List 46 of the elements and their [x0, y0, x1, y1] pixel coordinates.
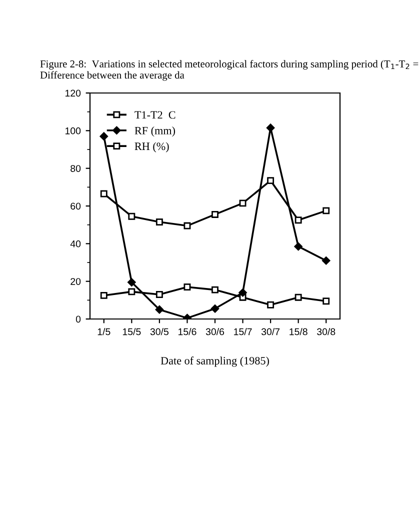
point [322, 256, 330, 265]
y-tick-label: 60 [70, 202, 81, 210]
y-tick-label: 100 [65, 127, 81, 134]
x-tick-label: 30/6 [206, 328, 224, 336]
point [294, 242, 302, 251]
x-tick-label: 1/5 [98, 328, 110, 336]
point [212, 211, 218, 218]
point [212, 286, 218, 294]
point [184, 284, 191, 290]
point [128, 278, 136, 286]
legend-label: T1-T2 C [134, 111, 176, 119]
point [100, 132, 108, 140]
x-tick-label: 15/5 [122, 328, 141, 336]
x-tick-label: 30/8 [317, 328, 336, 336]
y-tick-label: 40 [70, 240, 81, 248]
x-tick-label: 30/5 [150, 328, 168, 336]
point [266, 124, 275, 132]
point [294, 294, 302, 301]
point [322, 207, 330, 214]
text: Figure 2-8: Variations in selected meteorological factors during sampling period (T$_{1}$-T$_{2}$ = Difference between the average da [40, 60, 418, 81]
point [128, 288, 136, 296]
point [239, 200, 246, 207]
point [294, 216, 302, 224]
x-tick-label: 30/7 [261, 328, 280, 336]
point [155, 305, 164, 314]
x-axis-title: Date of sampling (1985) [160, 356, 269, 367]
y-tick-label: 80 [70, 165, 81, 172]
y-tick-label: 0 [76, 316, 81, 323]
point [156, 218, 163, 226]
point [267, 301, 274, 308]
x-tick-label: 15/6 [178, 328, 196, 336]
y-tick-label: 20 [70, 278, 81, 285]
point [156, 291, 163, 298]
point [322, 298, 330, 305]
point [267, 177, 274, 184]
legend-label: RH (%) [134, 142, 169, 152]
legend-label: RF (mm) [134, 126, 176, 137]
point [210, 304, 220, 313]
y-tick-label: 120 [65, 90, 81, 97]
point [238, 288, 247, 297]
point [100, 190, 108, 198]
point [184, 222, 191, 230]
x-tick-label: 15/7 [234, 328, 252, 336]
point [100, 292, 108, 299]
point [128, 212, 136, 220]
x-tick-label: 15/8 [290, 328, 308, 336]
